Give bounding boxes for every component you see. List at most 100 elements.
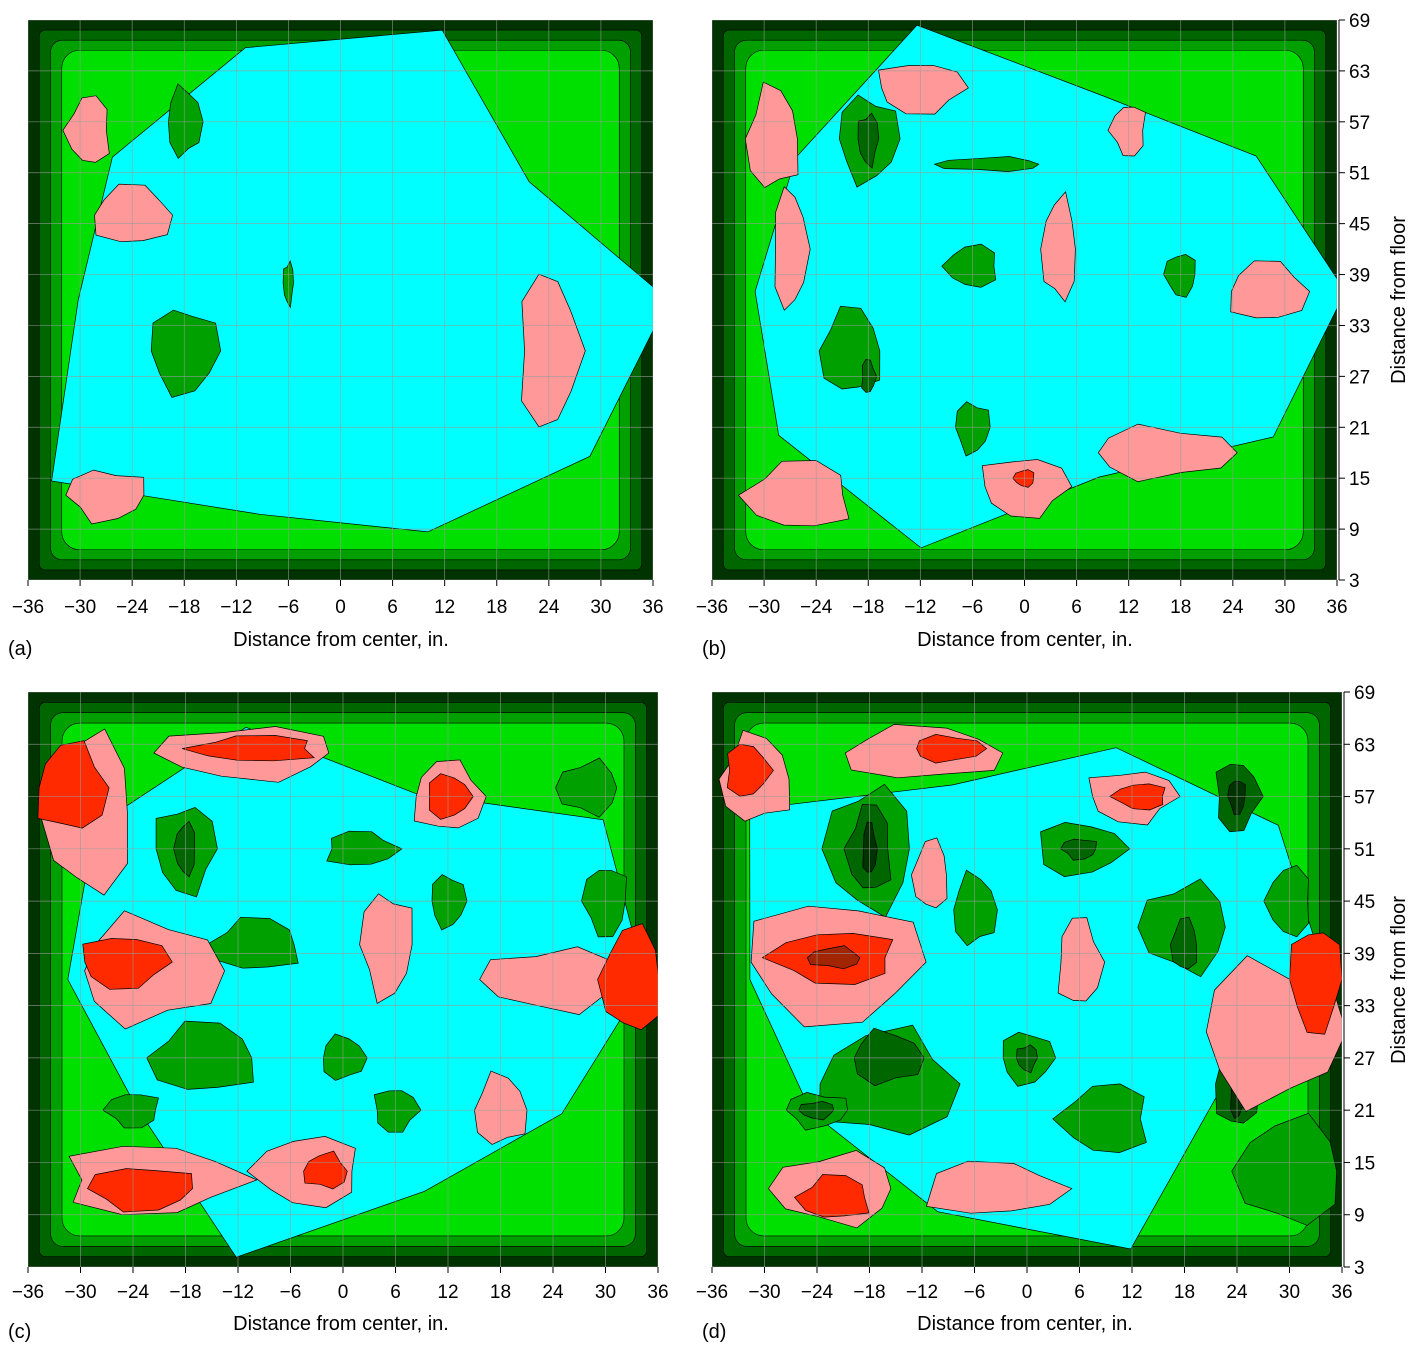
y-ticks-d: 69 63 57 51 45 39 33 27 21 15 9 3 xyxy=(1343,683,1375,1279)
contour-region xyxy=(555,757,618,818)
x-tick-label: 24 xyxy=(538,597,560,618)
x-tick-label: −12 xyxy=(904,597,936,618)
x-tick-label: 6 xyxy=(1074,1282,1085,1303)
x-ticks-b: −36 −30 −24 −18 −12 −6 0 6 12 18 24 30 36 xyxy=(696,580,1348,618)
x-tick-label: 0 xyxy=(335,597,346,618)
x-tick-label: −6 xyxy=(962,597,984,618)
contour-region xyxy=(597,923,658,1031)
x-tick-label: 6 xyxy=(390,1282,401,1303)
y-tick-label: 51 xyxy=(1349,164,1370,185)
contour-region xyxy=(82,938,173,990)
contour-region xyxy=(479,946,621,1015)
x-tick-label: −24 xyxy=(117,1282,150,1303)
x-tick-label: 18 xyxy=(486,597,507,618)
y-tick-label: 57 xyxy=(1349,113,1370,134)
x-tick-label: −6 xyxy=(278,597,300,618)
x-tick-label: −18 xyxy=(168,597,200,618)
y-tick-label: 45 xyxy=(1354,892,1375,913)
plot-area-b xyxy=(712,20,1337,580)
panel-label-d: (d) xyxy=(702,1321,726,1343)
x-tick-label: −36 xyxy=(12,597,44,618)
x-tick-label: −6 xyxy=(280,1282,302,1303)
y-tick-label: 15 xyxy=(1354,1153,1375,1174)
y-tick-label: 3 xyxy=(1354,1258,1365,1279)
y-axis-title-d: Distance from floor xyxy=(1388,896,1410,1064)
x-tick-label: 18 xyxy=(1170,597,1191,618)
x-tick-label: −36 xyxy=(696,597,728,618)
x-tick-label: 30 xyxy=(595,1282,616,1303)
y-tick-label: 39 xyxy=(1349,266,1370,287)
y-tick-label: 51 xyxy=(1354,840,1375,861)
y-tick-label: 63 xyxy=(1349,62,1370,83)
x-tick-label: 0 xyxy=(1022,1282,1033,1303)
contour-region xyxy=(37,740,110,829)
x-tick-label: −18 xyxy=(852,597,884,618)
y-tick-label: 27 xyxy=(1354,1049,1375,1070)
contour-region xyxy=(911,837,948,909)
panel-label-b: (b) xyxy=(702,638,726,660)
contour-region xyxy=(1057,917,1106,1002)
contour-region xyxy=(981,459,1073,519)
panel-d: −36 −30 −24 −18 −12 −6 0 6 12 18 24 30 36 69 63 57 51 45… xyxy=(696,683,1410,1343)
contour-region xyxy=(953,869,998,947)
x-tick-label: −36 xyxy=(696,1282,728,1303)
x-tick-label: −30 xyxy=(64,1282,96,1303)
contour-region xyxy=(1170,916,1198,970)
x-tick-label: −30 xyxy=(748,597,780,618)
panel-c: −36 −30 −24 −18 −12 −6 0 6 12 18 24 30 36 Distance f… xyxy=(8,692,669,1343)
x-tick-label: 12 xyxy=(437,1282,458,1303)
x-tick-label: −12 xyxy=(906,1282,938,1303)
y-tick-label: 21 xyxy=(1354,1101,1375,1122)
contour-region xyxy=(941,243,997,288)
x-tick-label: −30 xyxy=(748,1282,780,1303)
contour-region xyxy=(737,460,850,527)
y-axis-title-b: Distance from floor xyxy=(1388,216,1410,384)
x-tick-label: 24 xyxy=(1222,597,1244,618)
x-tick-label: 36 xyxy=(1326,597,1347,618)
x-axis-title-d: Distance from center, in. xyxy=(917,1313,1133,1335)
contour-region xyxy=(181,735,316,762)
contour-region xyxy=(87,1168,193,1213)
contour-region xyxy=(878,64,969,115)
plot-area-d xyxy=(712,692,1342,1267)
x-tick-label: 12 xyxy=(1118,597,1139,618)
y-tick-label: 33 xyxy=(1354,997,1375,1018)
x-tick-label: −12 xyxy=(222,1282,254,1303)
x-tick-label: 6 xyxy=(1071,597,1082,618)
panel-a: −36 −30 −24 −18 −12 −6 0 6 12 18 24 30 36 Distance f… xyxy=(8,20,664,660)
x-tick-label: −24 xyxy=(801,1282,834,1303)
contour-region xyxy=(65,469,145,525)
x-axis-title-c: Distance from center, in. xyxy=(233,1313,449,1335)
panel-label-a: (a) xyxy=(8,638,32,660)
panel-label-c: (c) xyxy=(8,1321,31,1343)
plot-area-c xyxy=(28,692,658,1267)
x-tick-label: 18 xyxy=(490,1282,511,1303)
contour-region xyxy=(1231,1112,1338,1226)
x-tick-label: −12 xyxy=(220,597,252,618)
x-tick-label: 30 xyxy=(590,597,611,618)
x-tick-label: −36 xyxy=(12,1282,44,1303)
x-tick-label: −6 xyxy=(964,1282,986,1303)
y-tick-label: 45 xyxy=(1349,215,1370,236)
contour-region xyxy=(521,273,586,428)
contour-region xyxy=(303,1150,348,1190)
y-tick-label: 57 xyxy=(1354,788,1375,809)
y-tick-label: 15 xyxy=(1349,469,1370,490)
y-tick-label: 9 xyxy=(1349,520,1360,541)
y-tick-label: 33 xyxy=(1349,316,1370,337)
x-tick-label: −18 xyxy=(169,1282,201,1303)
x-tick-label: 24 xyxy=(1226,1282,1248,1303)
x-tick-label: 36 xyxy=(647,1282,668,1303)
x-tick-label: −30 xyxy=(64,597,96,618)
plot-area-a xyxy=(28,20,653,580)
contour-region xyxy=(62,95,110,163)
x-tick-label: −24 xyxy=(116,597,149,618)
contour-region xyxy=(726,743,774,797)
x-tick-label: 36 xyxy=(1331,1282,1352,1303)
contour-region xyxy=(150,309,222,398)
contour-region xyxy=(806,945,861,970)
contour-region xyxy=(744,81,799,189)
contour-region xyxy=(51,29,653,533)
x-ticks-c: −36 −30 −24 −18 −12 −6 0 6 12 18 24 30 36 xyxy=(12,1267,669,1303)
